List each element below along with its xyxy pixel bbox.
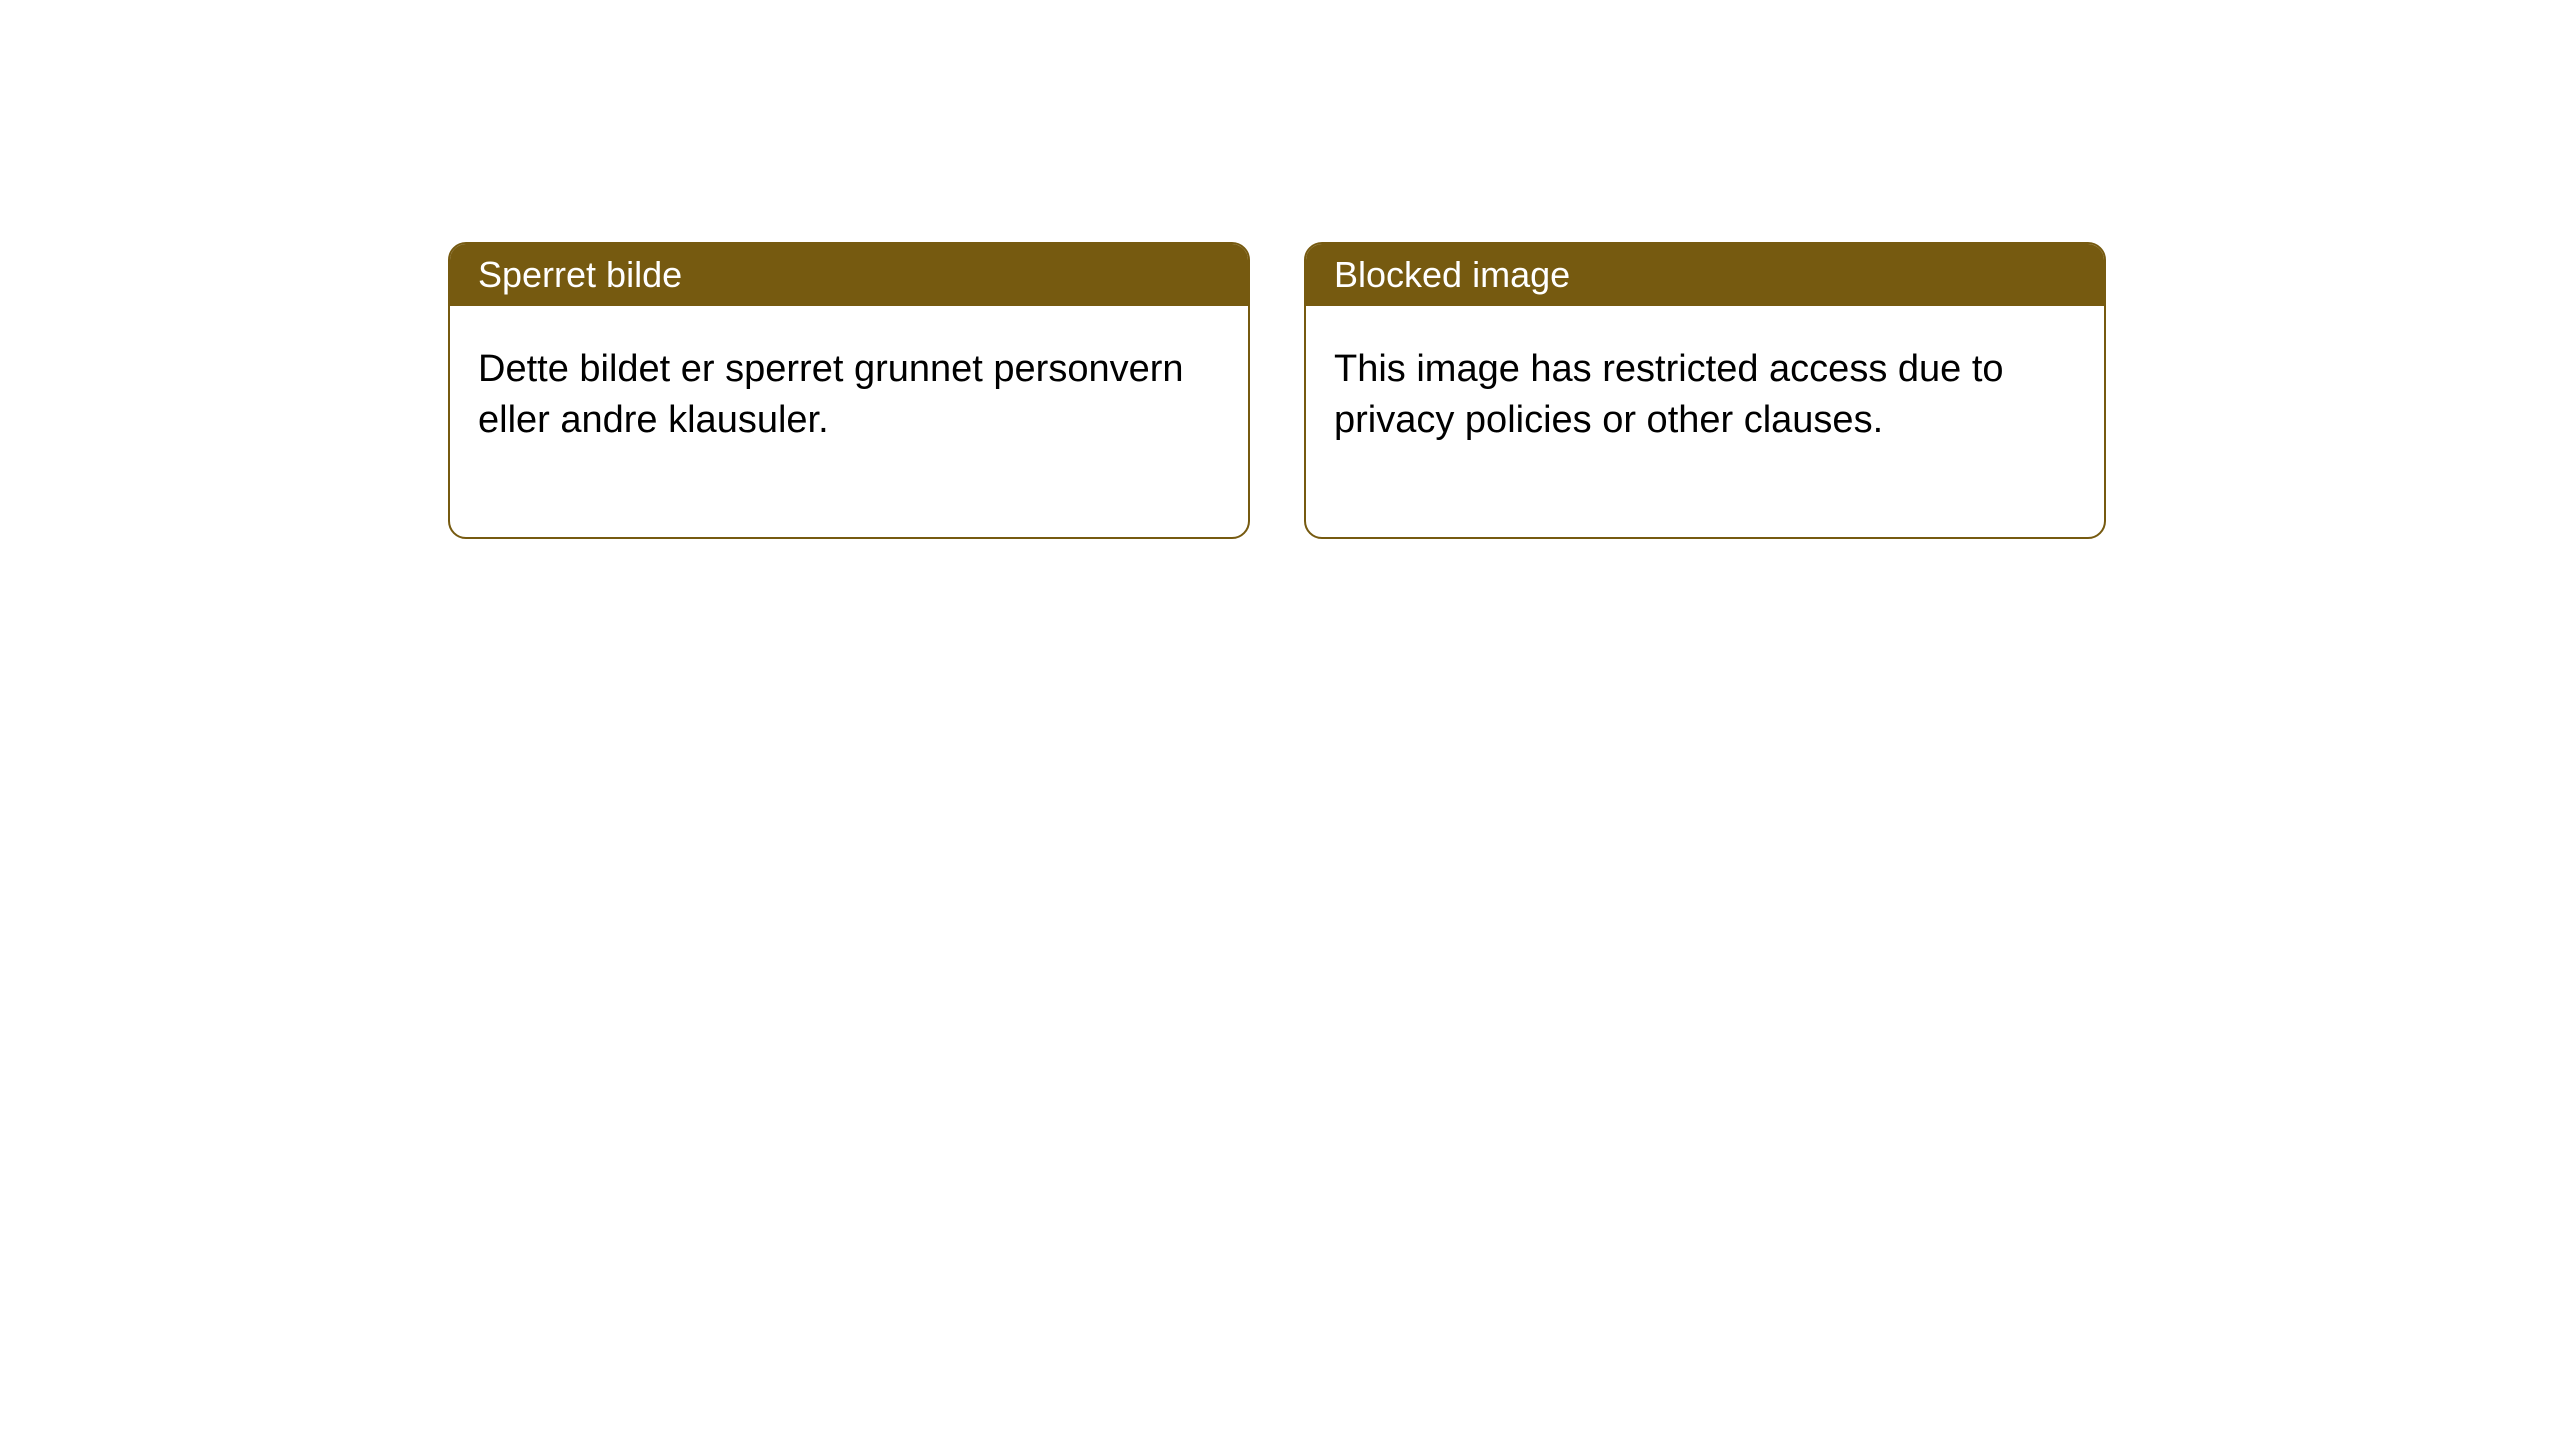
card-body: This image has restricted access due to … <box>1306 306 2104 537</box>
notice-cards-container: Sperret bilde Dette bildet er sperret gr… <box>0 0 2560 539</box>
card-header: Sperret bilde <box>450 244 1248 306</box>
notice-card-norwegian: Sperret bilde Dette bildet er sperret gr… <box>448 242 1250 539</box>
card-body: Dette bildet er sperret grunnet personve… <box>450 306 1248 537</box>
card-header: Blocked image <box>1306 244 2104 306</box>
notice-card-english: Blocked image This image has restricted … <box>1304 242 2106 539</box>
